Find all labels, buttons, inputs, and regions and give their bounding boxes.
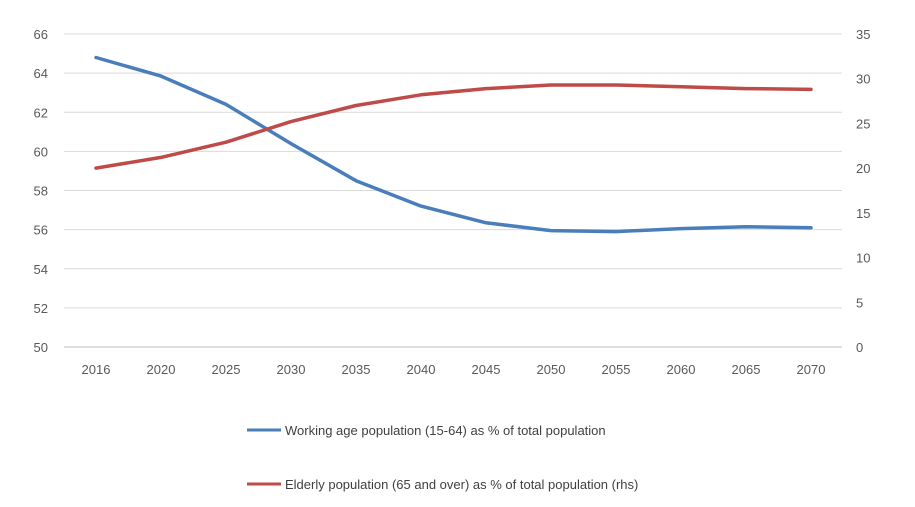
- x-tick-label: 2040: [407, 362, 436, 377]
- y-right-tick-label: 10: [856, 251, 870, 266]
- legend-label-elderly: Elderly population (65 and over) as % of…: [285, 477, 638, 492]
- x-tick-label: 2030: [277, 362, 306, 377]
- x-tick-label: 2070: [797, 362, 826, 377]
- y-right-tick-label: 0: [856, 340, 863, 355]
- point-working-age: [484, 221, 488, 224]
- point-working-age: [419, 204, 423, 208]
- point-working-age: [94, 56, 98, 59]
- point-elderly: [94, 166, 98, 170]
- legend-label-working-age: Working age population (15-64) as % of t…: [285, 423, 606, 438]
- point-elderly: [549, 83, 553, 87]
- gridlines: [64, 33, 842, 348]
- y-right-tick-label: 35: [856, 27, 870, 42]
- y-left-tick-label: 60: [34, 144, 48, 159]
- legend: Working age population (15-64) as % of t…: [247, 423, 638, 492]
- x-tick-label: 2035: [342, 362, 371, 377]
- x-axis-ticks: 2016 2020 2025 2030 2035 2040 2045 2050 2055 2060…: [82, 362, 826, 377]
- point-elderly: [159, 156, 163, 159]
- y-left-tick-label: 54: [34, 262, 48, 277]
- point-elderly: [679, 85, 683, 88]
- point-working-age: [289, 142, 293, 145]
- y-left-tick-label: 52: [34, 301, 48, 316]
- y-left-tick-label: 64: [34, 66, 48, 81]
- point-working-age: [224, 103, 228, 106]
- left-axis-ticks: 50 52 54 56 58 60 62 64 66: [34, 27, 48, 355]
- y-right-tick-label: 5: [856, 295, 863, 310]
- x-tick-label: 2060: [667, 362, 696, 377]
- point-elderly: [809, 88, 813, 91]
- y-left-tick-label: 56: [34, 223, 48, 238]
- series-line-working-age: [94, 55, 813, 234]
- y-right-tick-label: 20: [856, 161, 870, 176]
- point-elderly: [419, 93, 423, 97]
- point-working-age: [614, 230, 618, 233]
- point-elderly: [614, 83, 618, 87]
- point-working-age: [354, 179, 358, 182]
- y-left-tick-label: 58: [34, 184, 48, 199]
- series-lines: [94, 55, 813, 234]
- point-working-age: [744, 225, 748, 228]
- y-right-tick-label: 30: [856, 72, 870, 87]
- point-working-age: [809, 226, 813, 229]
- x-tick-label: 2055: [602, 362, 631, 377]
- x-tick-label: 2020: [147, 362, 176, 377]
- point-working-age: [679, 227, 683, 230]
- y-right-tick-label: 15: [856, 206, 870, 221]
- series-line-elderly: [94, 83, 813, 170]
- point-elderly: [354, 104, 358, 107]
- x-tick-label: 2025: [212, 362, 241, 377]
- point-working-age: [159, 74, 163, 78]
- y-right-tick-label: 25: [856, 116, 870, 131]
- point-elderly: [484, 87, 488, 90]
- y-left-tick-label: 62: [34, 105, 48, 120]
- x-tick-label: 2065: [732, 362, 761, 377]
- right-axis-ticks: 0 5 10 15 20 25 30 35: [856, 27, 870, 355]
- y-left-tick-label: 66: [34, 27, 48, 42]
- point-elderly: [289, 120, 293, 123]
- x-tick-label: 2045: [472, 362, 501, 377]
- y-left-tick-label: 50: [34, 340, 48, 355]
- x-tick-label: 2050: [537, 362, 566, 377]
- point-working-age: [549, 229, 553, 232]
- point-elderly: [224, 141, 228, 144]
- x-tick-label: 2016: [82, 362, 111, 377]
- point-elderly: [744, 87, 748, 90]
